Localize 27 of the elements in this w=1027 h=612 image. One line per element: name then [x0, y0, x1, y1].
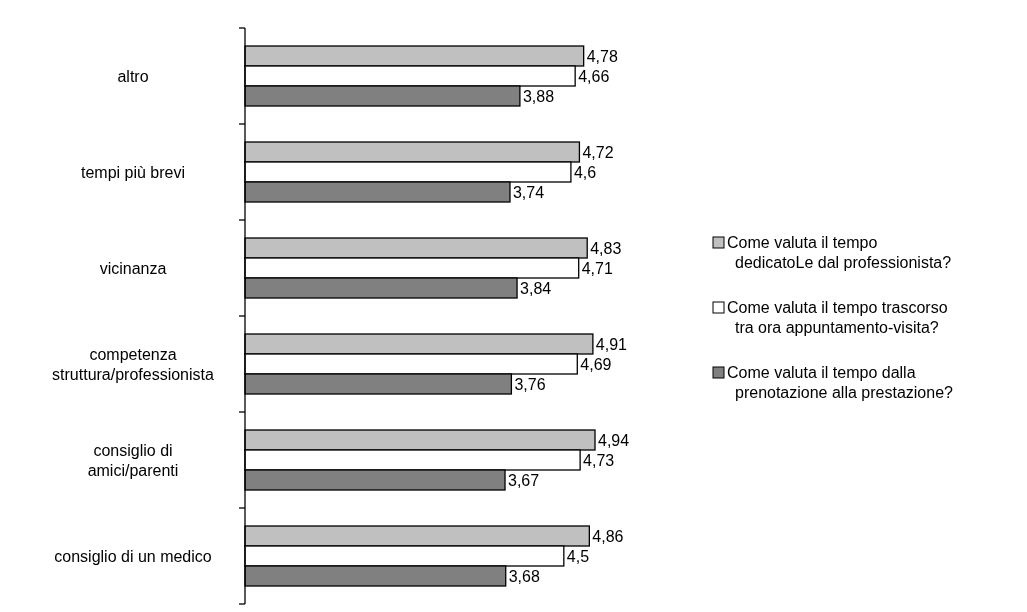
y-tick-label: consiglio di un medico: [54, 548, 212, 565]
y-tick-label: altro: [117, 68, 149, 85]
data-label: 4,83: [590, 240, 622, 257]
data-label: 4,72: [582, 144, 614, 161]
data-label: 4,69: [580, 356, 612, 373]
data-label: 4,6: [573, 164, 597, 181]
y-tick-label: competenza struttura/professionista: [52, 346, 215, 383]
data-label: 3,84: [520, 280, 552, 297]
legend-label: Come valuta il tempo dedicatoLe dal professionista?: [727, 234, 952, 271]
data-label: 3,67: [508, 472, 540, 489]
data-label: 4,5: [566, 548, 590, 565]
legend-label: Come valuta il tempo trascorso tra ora appuntamento-visita?: [727, 299, 948, 336]
data-label: 4,86: [592, 528, 624, 545]
data-label: 3,74: [512, 184, 545, 201]
data-label: 3,88: [522, 88, 555, 105]
y-tick-label: consiglio di amici/parenti: [87, 442, 179, 479]
y-tick-label: tempi più brevi: [80, 164, 186, 181]
data-label: 4,94: [598, 432, 630, 449]
data-label: 4,66: [578, 68, 610, 85]
data-label: 4,78: [586, 48, 618, 65]
legend-label: Come valuta il tempo dalla prenotazione alla prestazione?: [727, 364, 954, 401]
y-tick-label: vicinanza: [99, 260, 167, 277]
data-label: 4,73: [583, 452, 615, 469]
data-label: 3,76: [514, 376, 546, 393]
data-label: 3,68: [508, 568, 540, 585]
data-label: 4,71: [581, 260, 613, 277]
data-label: 4,91: [595, 336, 628, 353]
